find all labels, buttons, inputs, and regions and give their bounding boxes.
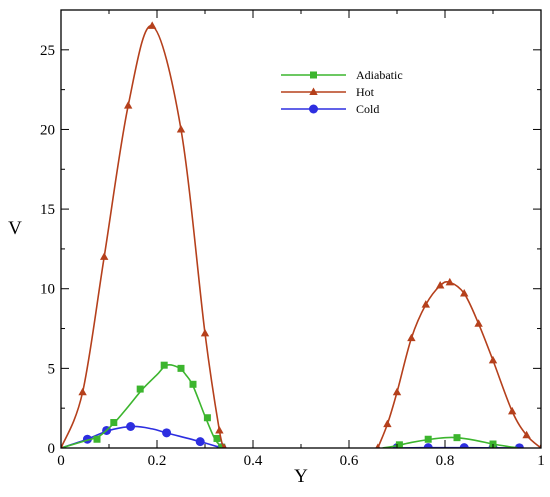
- y-tick-label: 5: [48, 361, 56, 377]
- data-point-cold: [196, 437, 205, 446]
- y-axis: 0 5 10 15 20 25: [40, 10, 541, 457]
- data-point-adiabatic: [190, 381, 197, 388]
- y-tick-label: 20: [40, 122, 55, 138]
- legend-item-cold: Cold: [281, 102, 379, 116]
- data-point-adiabatic: [454, 434, 461, 441]
- data-point-adiabatic: [204, 414, 211, 421]
- data-point-hot: [148, 21, 156, 29]
- x-tick-label: 0.6: [340, 453, 359, 469]
- data-point-hot: [407, 334, 415, 342]
- data-point-hot: [383, 420, 391, 428]
- x-tick-label: 0.8: [436, 453, 455, 469]
- data-point-hot: [374, 444, 382, 452]
- data-point-hot: [177, 125, 185, 133]
- legend-marker-adiabatic: [310, 72, 317, 79]
- data-point-hot: [100, 252, 108, 260]
- data-point-adiabatic: [137, 386, 144, 393]
- y-tick-label: 0: [48, 441, 56, 457]
- series-group: [57, 21, 545, 452]
- legend-label-cold: Cold: [356, 102, 379, 116]
- x-axis-title: Y: [294, 466, 308, 487]
- data-point-hot: [78, 388, 86, 396]
- series-adiabatic: [61, 362, 517, 451]
- legend-label-hot: Hot: [356, 85, 375, 99]
- data-point-hot: [124, 101, 132, 109]
- y-tick-label: 10: [40, 282, 55, 298]
- data-point-hot: [474, 319, 482, 327]
- data-point-adiabatic: [425, 436, 432, 443]
- data-point-adiabatic: [161, 362, 168, 369]
- data-point-hot: [201, 329, 209, 337]
- data-point-adiabatic: [214, 435, 221, 442]
- x-tick-label: 1: [537, 453, 545, 469]
- data-point-adiabatic: [94, 436, 101, 443]
- data-point-hot: [393, 388, 401, 396]
- y-axis-title: V: [8, 218, 22, 239]
- data-point-hot: [215, 426, 223, 434]
- x-tick-label: 0: [57, 453, 65, 469]
- series-hot: [57, 21, 545, 451]
- data-point-hot: [489, 356, 497, 364]
- data-point-hot: [508, 407, 516, 415]
- y-tick-label: 25: [40, 43, 55, 59]
- series-line-hot-0: [61, 26, 224, 448]
- legend-item-adiabatic: Adiabatic: [281, 68, 403, 82]
- x-axis: 0 0.2 0.4 0.6 0.8 1: [57, 10, 545, 469]
- data-point-cold: [162, 428, 171, 437]
- data-point-adiabatic: [178, 365, 185, 372]
- data-point-cold: [126, 422, 135, 431]
- data-point-hot: [422, 300, 430, 308]
- series-line-hot-1: [378, 282, 541, 448]
- x-tick-label: 0.4: [244, 453, 263, 469]
- legend-item-hot: Hot: [281, 85, 375, 99]
- legend-marker-cold: [309, 105, 318, 114]
- legend: Adiabatic Hot Cold: [281, 68, 403, 116]
- y-tick-label: 15: [40, 202, 55, 218]
- x-tick-label: 0.2: [148, 453, 167, 469]
- legend-label-adiabatic: Adiabatic: [356, 68, 403, 82]
- data-point-adiabatic: [110, 419, 117, 426]
